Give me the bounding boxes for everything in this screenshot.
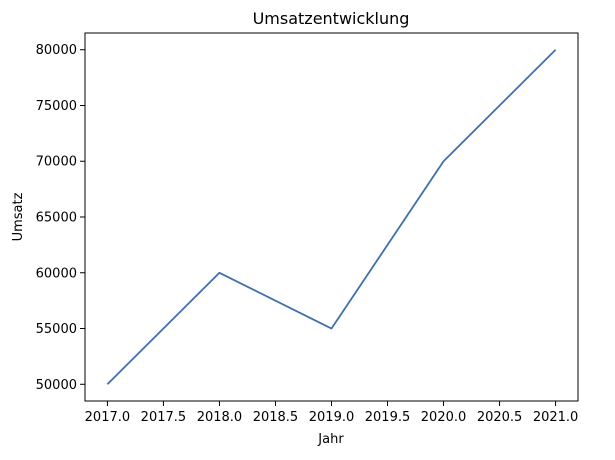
chart-title: Umsatzentwicklung: [253, 9, 410, 28]
series-line: [106, 49, 557, 385]
y-axis: 50000 55000 60000 65000 70000 75000 80000: [36, 43, 85, 393]
x-tick-label: 2018.0: [197, 410, 243, 425]
x-tick-label: 2019.0: [309, 410, 355, 425]
y-tick-label: 75000: [36, 99, 77, 114]
y-tick-label: 55000: [36, 322, 77, 337]
y-tick-label: 65000: [36, 211, 77, 226]
x-tick-label: 2017.5: [141, 410, 187, 425]
y-axis-label: Umsatz: [11, 192, 26, 241]
x-tick-label: 2020.5: [477, 410, 523, 425]
x-tick-label: 2021.0: [533, 410, 579, 425]
series-layer: [106, 49, 557, 385]
y-tick-label: 60000: [36, 266, 77, 281]
x-tick-label: 2019.5: [365, 410, 411, 425]
y-tick-label: 80000: [36, 43, 77, 58]
y-tick-label: 70000: [36, 155, 77, 170]
plot-area: 2017.0 2017.5 2018.0 2018.5 2019.0 2019.5 2020…: [36, 32, 579, 425]
plot-frame: [84, 32, 579, 402]
x-axis-label: Jahr: [317, 432, 344, 447]
x-tick-label: 2018.5: [253, 410, 299, 425]
y-tick-label: 50000: [36, 378, 77, 393]
x-tick-label: 2020.0: [421, 410, 467, 425]
x-tick-label: 2017.0: [85, 410, 131, 425]
x-axis: 2017.0 2017.5 2018.0 2018.5 2019.0 2019.5 2020…: [85, 401, 579, 425]
